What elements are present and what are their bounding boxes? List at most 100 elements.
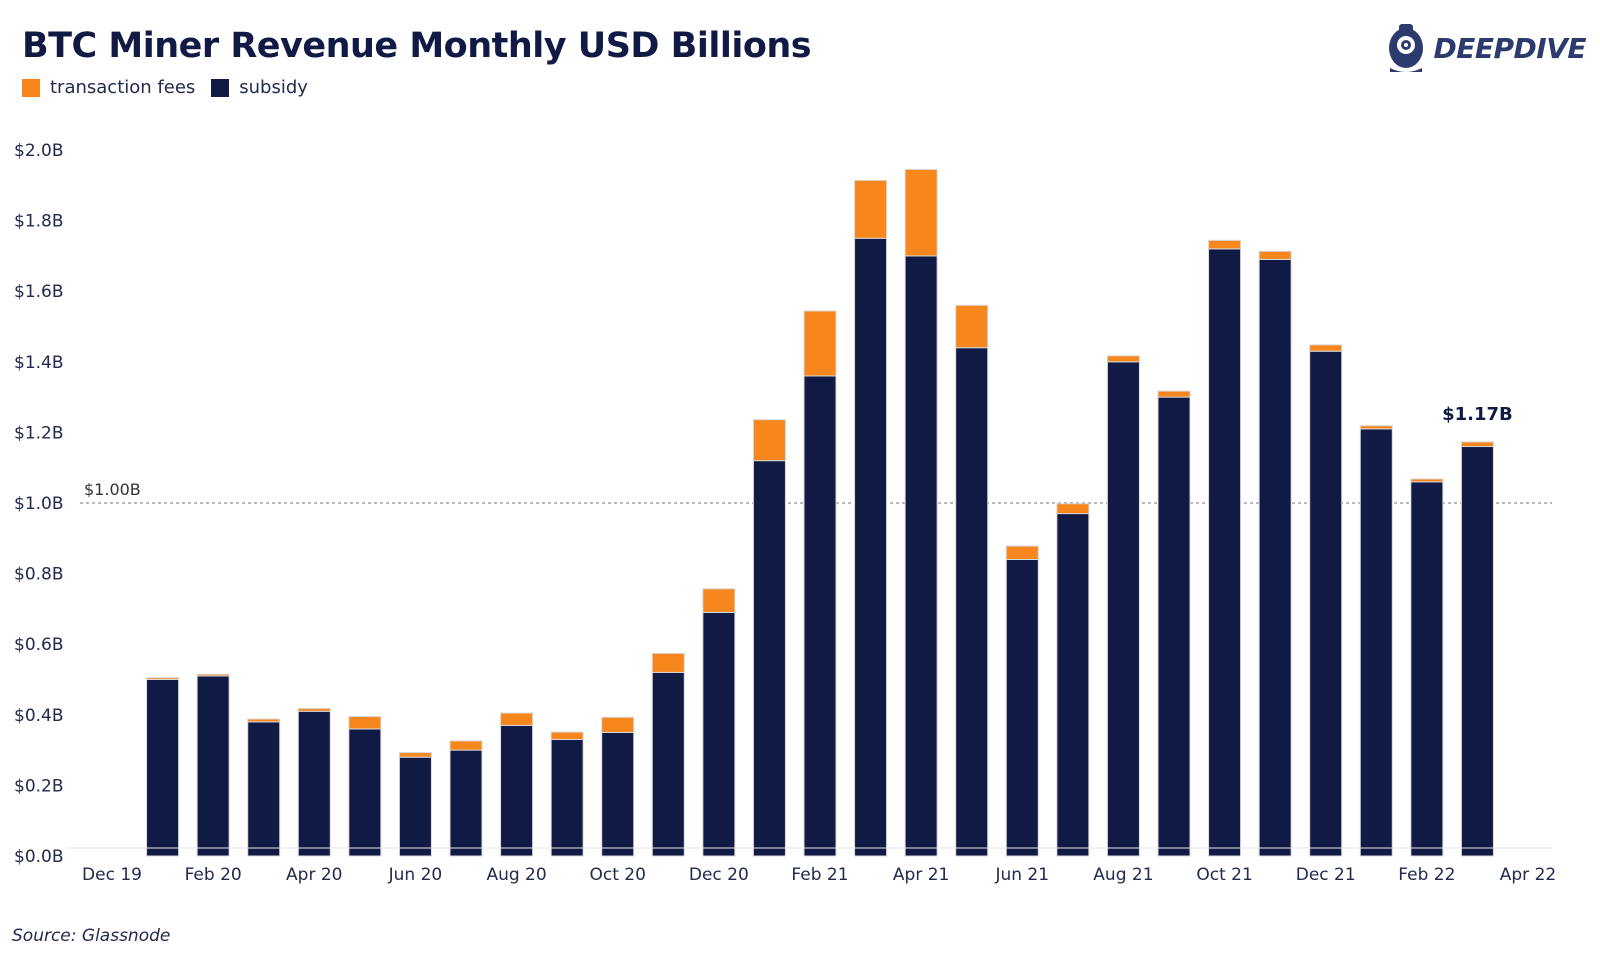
bar-transaction-fees bbox=[702, 588, 736, 613]
bar-subsidy bbox=[752, 460, 786, 857]
bar-subsidy bbox=[196, 675, 230, 857]
reference-line-group: $1.00B bbox=[80, 480, 1552, 504]
bar-transaction-fees bbox=[1359, 425, 1393, 430]
bar-transaction-fees bbox=[550, 731, 584, 741]
y-tick-label: $1.8B bbox=[14, 212, 64, 232]
bar-transaction-fees bbox=[1258, 250, 1292, 260]
bar-transaction-fees bbox=[1005, 545, 1039, 560]
y-tick-label: $1.6B bbox=[14, 282, 64, 302]
x-tick-label: Aug 21 bbox=[1093, 865, 1153, 885]
legend-swatch-transaction-fees bbox=[22, 78, 40, 97]
bar-subsidy bbox=[449, 749, 483, 857]
y-tick-label: $2.0B bbox=[14, 141, 64, 161]
bar-subsidy bbox=[651, 671, 685, 857]
x-tick-label: Apr 22 bbox=[1500, 865, 1556, 885]
source-note: Source: Glassnode bbox=[12, 926, 171, 946]
x-tick-label: Jun 21 bbox=[994, 865, 1049, 885]
bar-transaction-fees bbox=[1056, 503, 1090, 515]
x-tick-label: Dec 20 bbox=[689, 865, 749, 885]
bar-subsidy bbox=[500, 724, 534, 857]
bar-subsidy bbox=[1460, 446, 1494, 857]
bar-subsidy bbox=[1208, 248, 1242, 857]
y-tick-label: $0.4B bbox=[14, 706, 64, 726]
bar-subsidy bbox=[348, 728, 382, 857]
bar-subsidy bbox=[1157, 396, 1191, 857]
annotation-label: $1.17B bbox=[1442, 404, 1513, 425]
bar-transaction-fees bbox=[146, 677, 180, 680]
x-tick-label: Oct 21 bbox=[1196, 865, 1252, 885]
legend-label-subsidy: subsidy bbox=[239, 77, 308, 98]
x-tick-label: Feb 20 bbox=[185, 865, 242, 885]
bar-subsidy bbox=[398, 756, 432, 857]
bar-subsidy bbox=[904, 255, 938, 857]
deepdive-logo: DEEPDIVE bbox=[1384, 22, 1587, 74]
bar-transaction-fees bbox=[1157, 390, 1191, 398]
bar-transaction-fees bbox=[601, 716, 635, 733]
bar-subsidy bbox=[601, 731, 635, 857]
chart-title: BTC Miner Revenue Monthly USD Billions bbox=[22, 26, 812, 66]
bar-subsidy bbox=[1359, 428, 1393, 857]
legend-item-subsidy: subsidy bbox=[211, 77, 308, 98]
legend-swatch-subsidy bbox=[211, 78, 230, 97]
y-tick-label: $0.2B bbox=[14, 776, 64, 796]
bar-transaction-fees bbox=[1208, 239, 1242, 250]
bar-subsidy bbox=[1258, 258, 1292, 857]
bar-transaction-fees bbox=[247, 718, 281, 723]
y-tick-label: $0.0B bbox=[14, 847, 64, 867]
bar-transaction-fees bbox=[955, 304, 989, 349]
bars-group bbox=[146, 168, 1494, 857]
y-axis: $0.0B $0.2B $0.4B $0.6B $0.8B $1.0B $1.2B $1.4B… bbox=[14, 141, 64, 867]
bar-subsidy bbox=[550, 739, 584, 857]
legend-label-transaction-fees: transaction fees bbox=[50, 77, 196, 98]
legend-item-transaction-fees: transaction fees bbox=[22, 77, 195, 98]
bar-subsidy bbox=[854, 237, 888, 857]
bar-subsidy bbox=[1056, 513, 1090, 857]
bar-transaction-fees bbox=[1460, 441, 1494, 448]
bar-subsidy bbox=[146, 679, 180, 857]
bar-subsidy bbox=[702, 611, 736, 857]
x-tick-label: Dec 21 bbox=[1296, 865, 1356, 885]
bar-transaction-fees bbox=[500, 712, 534, 726]
x-tick-label: Dec 19 bbox=[82, 865, 142, 885]
bar-transaction-fees bbox=[196, 673, 230, 677]
bar-transaction-fees bbox=[1309, 344, 1343, 352]
bar-subsidy bbox=[1005, 558, 1039, 857]
x-tick-label: Oct 20 bbox=[589, 865, 645, 885]
bar-transaction-fees bbox=[854, 179, 888, 239]
bar-subsidy bbox=[1309, 350, 1343, 857]
bar-subsidy bbox=[955, 347, 989, 857]
logo-text: DEEPDIVE bbox=[1433, 31, 1587, 65]
diver-helmet-icon bbox=[1388, 24, 1423, 72]
bar-transaction-fees bbox=[1106, 355, 1140, 363]
x-tick-label: Jun 20 bbox=[388, 865, 443, 885]
y-tick-label: $1.0B bbox=[14, 494, 64, 514]
bar-transaction-fees bbox=[1410, 478, 1444, 483]
bar-subsidy bbox=[247, 721, 281, 857]
x-tick-label: Apr 21 bbox=[893, 865, 949, 885]
x-tick-label: Aug 20 bbox=[486, 865, 546, 885]
bar-transaction-fees bbox=[904, 168, 938, 257]
bar-subsidy bbox=[803, 375, 837, 857]
reference-line-label: $1.00B bbox=[84, 480, 141, 499]
bar-transaction-fees bbox=[449, 740, 483, 751]
annotation-group: $1.17B bbox=[1442, 404, 1513, 425]
bar-transaction-fees bbox=[398, 752, 432, 758]
x-tick-label: Feb 21 bbox=[791, 865, 848, 885]
bar-subsidy bbox=[1410, 481, 1444, 857]
bar-transaction-fees bbox=[803, 310, 837, 377]
y-tick-label: $0.8B bbox=[14, 565, 64, 585]
x-axis: Dec 19 Feb 20 Apr 20 Jun 20 Aug 20 Oct 20 Dec … bbox=[66, 847, 1556, 885]
x-tick-label: Apr 20 bbox=[286, 865, 342, 885]
bar-subsidy bbox=[297, 710, 331, 857]
bar-transaction-fees bbox=[752, 419, 786, 462]
bar-subsidy bbox=[1106, 361, 1140, 857]
y-tick-label: $1.2B bbox=[14, 423, 64, 443]
chart-legend: transaction fees subsidy bbox=[22, 77, 324, 98]
bar-transaction-fees bbox=[651, 652, 685, 673]
x-tick-label: Feb 22 bbox=[1398, 865, 1455, 885]
y-tick-label: $0.6B bbox=[14, 635, 64, 655]
bar-transaction-fees bbox=[297, 707, 331, 712]
bar-transaction-fees bbox=[348, 716, 382, 730]
y-tick-label: $1.4B bbox=[14, 353, 64, 373]
